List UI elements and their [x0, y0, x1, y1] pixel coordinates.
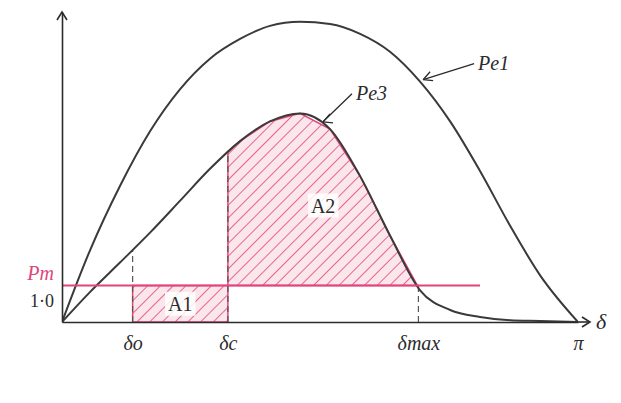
axis-arrows	[57, 12, 590, 327]
x-tick-label: δc	[219, 332, 237, 354]
shaded-area	[133, 286, 228, 322]
area-label-group: A1	[165, 292, 195, 316]
label-pointer-head	[323, 114, 333, 123]
labels: A1 A2 Pe1 Pe3 Pm	[26, 52, 509, 316]
label-patch	[165, 292, 195, 316]
tick-guide	[418, 286, 419, 322]
area-label: A1	[168, 293, 192, 315]
x-tick: δmax	[398, 322, 441, 354]
series-line	[62, 285, 480, 287]
tick-guide	[227, 152, 228, 322]
shaded-area	[228, 113, 419, 287]
label-pointer-head	[423, 72, 433, 81]
label-pointer	[323, 94, 352, 122]
series-line	[62, 113, 578, 322]
x-axis-title: δ	[596, 309, 607, 334]
area-label: A2	[311, 195, 335, 217]
x-arrow	[582, 317, 590, 327]
plot-marks	[62, 22, 578, 322]
label-pointer	[423, 64, 474, 80]
chart: δo δc δmax π 1·0 δ A1 A2 Pe1 Pe3 Pm	[0, 0, 621, 403]
x-tick: δo	[123, 322, 142, 354]
series-line	[62, 22, 578, 322]
series-label: Pe1	[477, 52, 509, 74]
y-tick-label: 1·0	[30, 291, 54, 311]
y-axis-line	[62, 13, 64, 323]
x-tick-label: δmax	[398, 332, 441, 354]
area-label-group: A2	[308, 194, 338, 218]
x-axis-line	[63, 322, 579, 324]
y-tick: 1·0	[30, 286, 62, 311]
x-axis: δo δc δmax π	[63, 322, 585, 354]
series-label: Pm	[26, 262, 54, 284]
x-tick: δc	[219, 322, 237, 354]
y-arrow	[57, 12, 67, 20]
label-patch	[308, 194, 338, 218]
series-label: Pe3	[355, 82, 387, 104]
x-tick-label: δo	[123, 332, 142, 354]
x-tick-label: π	[573, 332, 584, 354]
